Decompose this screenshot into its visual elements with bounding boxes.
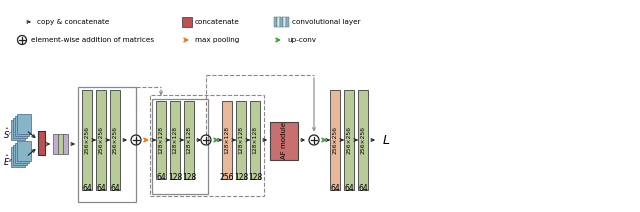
- Text: 256×256: 256×256: [113, 126, 118, 154]
- Bar: [15, 116, 29, 136]
- Text: 128×128: 128×128: [173, 126, 177, 154]
- Bar: [222, 101, 232, 179]
- Text: 64: 64: [82, 184, 92, 193]
- Bar: [270, 122, 298, 160]
- Text: 128×128: 128×128: [186, 126, 191, 154]
- Bar: [182, 17, 192, 27]
- Text: concatenate: concatenate: [195, 19, 240, 25]
- Bar: [280, 17, 283, 27]
- Bar: [58, 134, 63, 154]
- Text: 64: 64: [330, 184, 340, 193]
- Bar: [82, 90, 92, 190]
- Text: 256×256: 256×256: [346, 126, 351, 154]
- Bar: [156, 101, 166, 179]
- Text: 128: 128: [248, 173, 262, 182]
- Bar: [152, 99, 208, 194]
- Bar: [17, 141, 31, 161]
- Text: 256×256: 256×256: [84, 126, 90, 154]
- Bar: [96, 90, 106, 190]
- Text: 64: 64: [156, 173, 166, 182]
- Bar: [110, 90, 120, 190]
- Bar: [11, 120, 25, 140]
- Text: 256×256: 256×256: [360, 126, 365, 154]
- Bar: [330, 90, 340, 190]
- Bar: [150, 95, 264, 196]
- Text: AF module: AF module: [281, 121, 287, 159]
- Bar: [184, 101, 194, 179]
- Text: 128×128: 128×128: [225, 126, 230, 154]
- Bar: [358, 90, 368, 190]
- Text: 64: 64: [358, 184, 368, 193]
- Bar: [13, 118, 27, 138]
- Text: up-conv: up-conv: [287, 37, 316, 43]
- Bar: [274, 17, 277, 27]
- Bar: [78, 87, 136, 202]
- Bar: [13, 145, 27, 165]
- Text: $\hat{S}^{\prime}$: $\hat{S}^{\prime}$: [3, 127, 12, 141]
- Text: 64: 64: [96, 184, 106, 193]
- Text: 128: 128: [168, 173, 182, 182]
- Bar: [286, 17, 289, 27]
- Bar: [63, 134, 68, 154]
- Text: 128×128: 128×128: [239, 126, 243, 154]
- Text: $\hat{E}^{\prime\prime}$: $\hat{E}^{\prime\prime}$: [3, 154, 13, 168]
- Text: 64: 64: [110, 184, 120, 193]
- Bar: [236, 101, 246, 179]
- Text: 128: 128: [182, 173, 196, 182]
- Text: $L$: $L$: [382, 134, 390, 146]
- Text: 128×128: 128×128: [253, 126, 257, 154]
- Text: 128: 128: [234, 173, 248, 182]
- Text: convolutional layer: convolutional layer: [292, 19, 360, 25]
- Bar: [17, 114, 31, 134]
- Bar: [11, 147, 25, 167]
- Text: 256×256: 256×256: [333, 126, 337, 154]
- Text: 256×256: 256×256: [99, 126, 104, 154]
- Text: 64: 64: [344, 184, 354, 193]
- Bar: [344, 90, 354, 190]
- Bar: [15, 143, 29, 163]
- Bar: [170, 101, 180, 179]
- Bar: [250, 101, 260, 179]
- Text: copy & concatenate: copy & concatenate: [37, 19, 109, 25]
- Bar: [38, 131, 45, 155]
- Text: 256: 256: [220, 173, 234, 182]
- Text: max pooling: max pooling: [195, 37, 239, 43]
- Bar: [283, 17, 286, 27]
- Text: element-wise addition of matrices: element-wise addition of matrices: [31, 37, 154, 43]
- Text: 128×128: 128×128: [159, 126, 163, 154]
- Bar: [53, 134, 58, 154]
- Bar: [277, 17, 280, 27]
